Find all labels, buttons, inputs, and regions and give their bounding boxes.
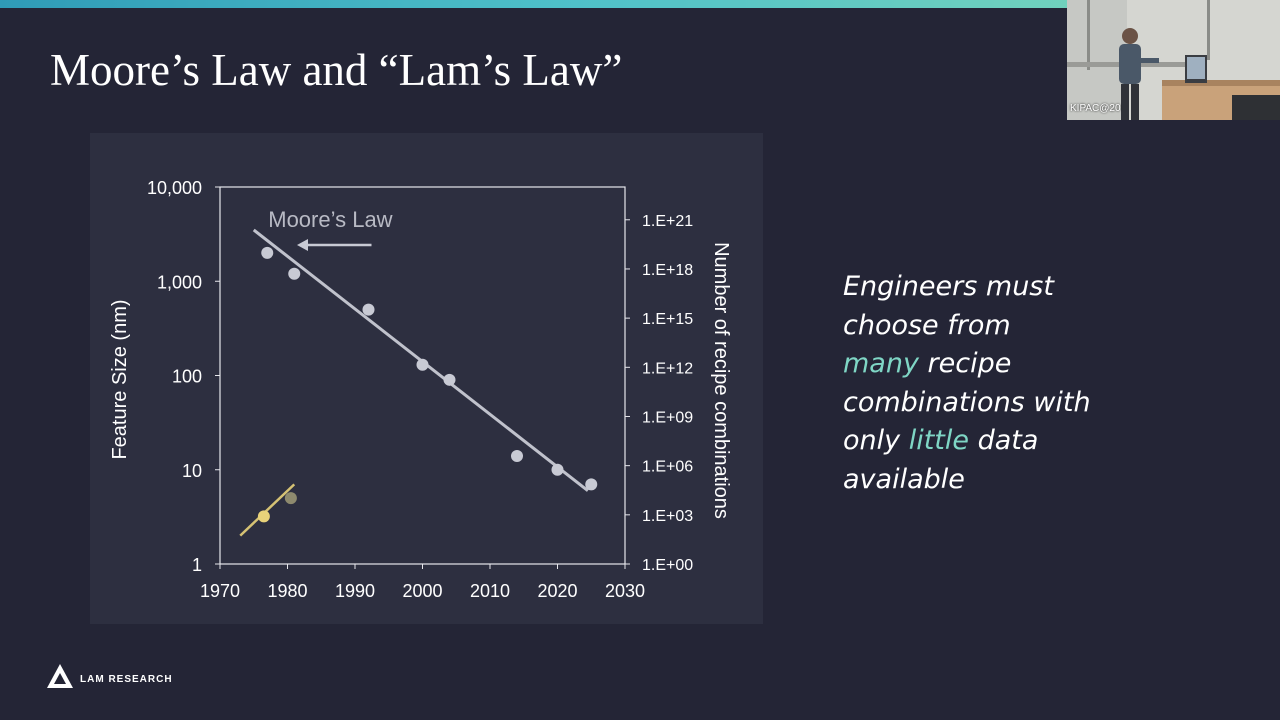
moores-law-data-point bbox=[585, 478, 598, 491]
y-right-tick-label: 1.E+12 bbox=[642, 360, 693, 377]
y-left-tick-label: 10 bbox=[182, 461, 202, 481]
x-tick-label: 1990 bbox=[335, 581, 375, 601]
x-tick-label: 2010 bbox=[470, 581, 510, 601]
side-text-line-3-rest: recipe bbox=[918, 348, 1012, 379]
y-left-tick-label: 1 bbox=[192, 555, 202, 575]
moores-law-data-point bbox=[443, 373, 456, 386]
x-tick-label: 2030 bbox=[605, 581, 645, 601]
moores-law-data-point bbox=[362, 303, 375, 316]
y-left-tick-label: 10,000 bbox=[147, 178, 202, 198]
accent-word-little: little bbox=[908, 425, 969, 456]
x-tick-label: 1970 bbox=[200, 581, 240, 601]
moores-law-data-point bbox=[551, 463, 564, 476]
lams-law-trend-line bbox=[239, 483, 296, 537]
side-text-line-1: Engineers must bbox=[843, 271, 1054, 302]
accent-bar bbox=[0, 0, 1280, 8]
moores-law-data-point bbox=[511, 449, 523, 462]
y-right-tick-label: 1.E+18 bbox=[642, 262, 693, 279]
y-left-tick-label: 100 bbox=[172, 367, 202, 387]
annotation-arrow-head bbox=[297, 239, 308, 251]
y-left-axis-label: Feature Size (nm) bbox=[109, 299, 131, 459]
x-tick-label: 1980 bbox=[267, 581, 307, 601]
slide-title: Moore’s Law and “Lam’s Law” bbox=[50, 45, 623, 95]
y-left-tick-label: 1,000 bbox=[157, 272, 202, 292]
y-right-tick-label: 1.E+00 bbox=[642, 557, 693, 574]
lam-logo-icon bbox=[47, 664, 73, 688]
chart-panel: 1970 1980 1990 2000 2010 2020 2030 1 10 100 1,000 1… bbox=[90, 133, 763, 624]
y-right-tick-label: 1.E+15 bbox=[642, 311, 693, 328]
y-right-tick-label: 1.E+03 bbox=[642, 508, 693, 525]
side-text-line-4: combinations with bbox=[843, 386, 1091, 418]
side-text-line-5-pre: only bbox=[843, 425, 909, 456]
accent-word-many: many bbox=[843, 348, 919, 379]
moores-law-data-point bbox=[288, 267, 301, 280]
webcam-feed: KIPAC@20 bbox=[1067, 0, 1280, 120]
side-text-line-5-rest: data bbox=[969, 425, 1039, 456]
lams-law-data-point bbox=[257, 510, 270, 523]
side-text-line-3: many recipe bbox=[843, 345, 1143, 384]
plot-frame bbox=[219, 186, 626, 565]
x-tick-label: 2000 bbox=[402, 581, 442, 601]
side-text-line-5: only little data bbox=[843, 422, 1143, 461]
lams-law-data-point bbox=[284, 492, 297, 505]
chart: 1970 1980 1990 2000 2010 2020 2030 1 10 100 1,000 1… bbox=[109, 178, 732, 601]
y-right-tick-label: 1.E+09 bbox=[642, 409, 693, 426]
y-right-tick-label: 1.E+06 bbox=[642, 459, 693, 476]
side-text-line-2: choose from bbox=[843, 309, 1011, 341]
side-text-line-6: available bbox=[843, 463, 965, 495]
y-right-axis-label: Number of recipe combinations bbox=[710, 242, 732, 519]
moores-law-data-point bbox=[261, 246, 274, 259]
logo-text: LAM RESEARCH bbox=[80, 673, 173, 685]
x-tick-label: 2020 bbox=[537, 581, 577, 601]
y-right-tick-label: 1.E+21 bbox=[642, 213, 693, 230]
webcam-label: KIPAC@20 bbox=[1070, 103, 1121, 114]
side-text: Engineers must choose from many recipe c… bbox=[843, 268, 1143, 499]
moores-law-data-point bbox=[416, 358, 429, 371]
moores-law-annotation: Moore’s Law bbox=[268, 207, 392, 232]
presenter-video-icon bbox=[1067, 0, 1280, 120]
lam-research-logo: LAM RESEARCH bbox=[47, 664, 173, 688]
